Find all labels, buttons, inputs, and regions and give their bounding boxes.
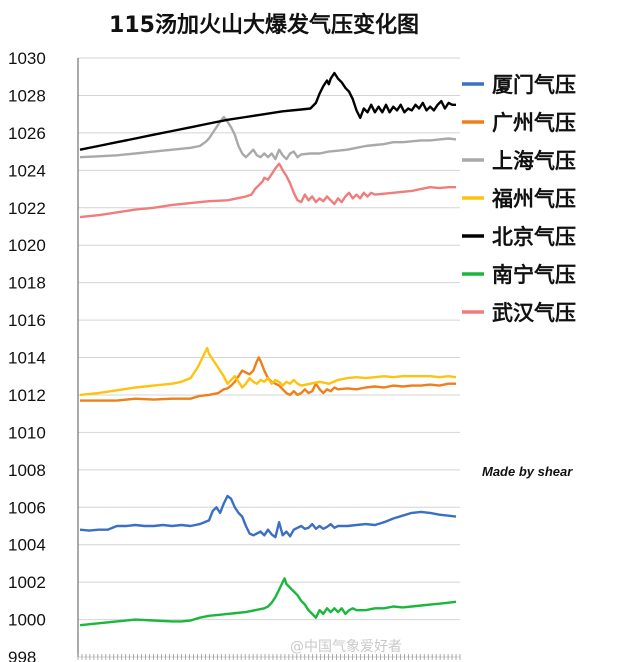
y-axis-tick-labels: 998 1000 1002 1004 1006 1008 1010 1012 1014 1016 1… — [8, 49, 46, 662]
legend-label: 厦门气压 — [492, 73, 576, 97]
watermark-text: @中国气象爱好者 — [290, 639, 402, 655]
y-tick-label: 1010 — [8, 423, 46, 442]
x-axis-ticks — [77, 654, 461, 660]
gridlines — [78, 57, 460, 658]
legend-label: 福州气压 — [491, 187, 576, 211]
y-tick-label: 1016 — [8, 311, 46, 330]
y-tick-label: 1004 — [8, 536, 46, 555]
y-tick-label: 1008 — [8, 461, 46, 480]
y-tick-label: 998 — [8, 648, 36, 662]
y-tick-label: 1002 — [8, 573, 46, 592]
y-tick-label: 1006 — [8, 498, 46, 517]
y-tick-label: 1022 — [8, 199, 46, 218]
y-tick-label: 1014 — [8, 349, 46, 368]
chart-title: 115汤加火山大爆发气压变化图 — [109, 12, 419, 38]
legend-label: 广州气压 — [492, 111, 576, 135]
series-line — [79, 577, 457, 627]
series-line — [79, 162, 456, 219]
legend-label: 上海气压 — [492, 149, 576, 173]
legend-label: 北京气压 — [492, 225, 576, 249]
y-tick-label: 1024 — [8, 161, 46, 180]
legend-label: 南宁气压 — [492, 263, 576, 287]
y-tick-label: 1028 — [8, 86, 46, 105]
y-tick-label: 1020 — [8, 236, 46, 255]
made-by-annotation: Made by shear — [482, 464, 573, 479]
y-tick-label: 1030 — [8, 49, 46, 68]
y-tick-label: 1026 — [8, 124, 46, 143]
y-tick-label: 1000 — [8, 611, 46, 630]
series-line — [79, 115, 457, 161]
y-tick-label: 1012 — [8, 386, 46, 405]
y-tick-label: 1018 — [8, 274, 46, 293]
series-lines — [79, 71, 457, 627]
series-line — [79, 71, 456, 151]
series-line — [79, 346, 457, 397]
legend-label: 武汉气压 — [492, 301, 576, 325]
series-line — [80, 356, 456, 402]
series-line — [79, 494, 457, 539]
